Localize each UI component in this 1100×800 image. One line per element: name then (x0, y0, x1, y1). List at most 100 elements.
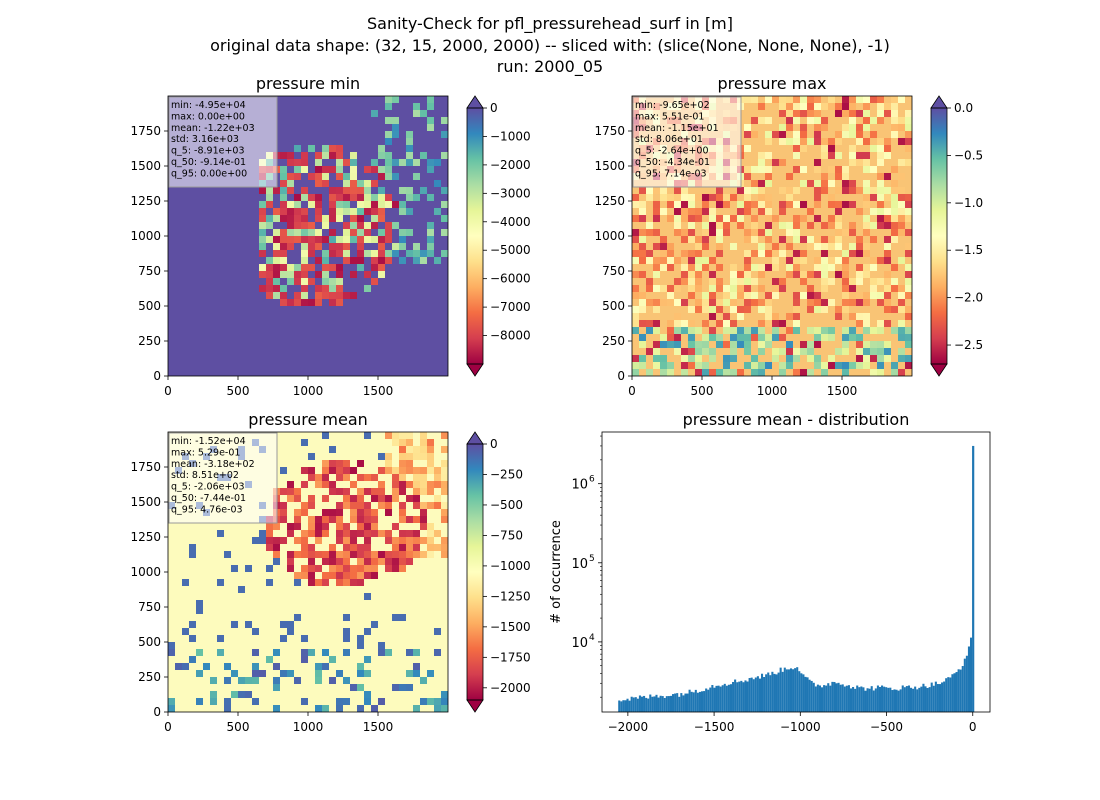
heatmap-cell (709, 222, 716, 229)
heatmap-cell (828, 257, 835, 264)
heatmap-cell (828, 362, 835, 369)
heatmap-cell (632, 327, 639, 334)
heatmap-cell (709, 306, 716, 313)
heatmap-cell (737, 271, 744, 278)
heatmap-cell (364, 474, 371, 481)
heatmap-cell (441, 516, 448, 523)
heatmap-cell (322, 166, 329, 173)
histogram-bar (837, 682, 840, 712)
heatmap-cell (350, 565, 357, 572)
heatmap-cell (210, 677, 217, 684)
heatmap-cell (793, 187, 800, 194)
y-tick-label: 750 (138, 600, 161, 614)
heatmap-cell (814, 236, 821, 243)
heatmap-cell (674, 348, 681, 355)
heatmap-cell (196, 607, 203, 614)
heatmap-cell (364, 691, 371, 698)
heatmap-cell (863, 313, 870, 320)
heatmap-cell (639, 243, 646, 250)
heatmap-cell (898, 215, 905, 222)
heatmap-cell (779, 236, 786, 243)
heatmap-cell (842, 362, 849, 369)
heatmap-cell (371, 551, 378, 558)
heatmap-cell (905, 285, 912, 292)
heatmap-cell (385, 236, 392, 243)
heatmap-cell (744, 96, 751, 103)
heatmap-cell (905, 264, 912, 271)
heatmap-cell (898, 348, 905, 355)
heatmap-cell (245, 621, 252, 628)
heatmap-cell (667, 292, 674, 299)
heatmap-cell (905, 208, 912, 215)
colorbar-extend-min (466, 363, 484, 377)
heatmap-cell (667, 201, 674, 208)
histogram-bar (831, 681, 834, 712)
heatmap-cell (378, 467, 385, 474)
heatmap-cell (702, 222, 709, 229)
heatmap-cell (758, 187, 765, 194)
heatmap-cell (737, 306, 744, 313)
histogram-bar (883, 686, 886, 712)
histogram-bar (703, 691, 706, 712)
heatmap-cell (420, 516, 427, 523)
heatmap-cell (695, 208, 702, 215)
heatmap-cell (273, 551, 280, 558)
histogram-bar (725, 685, 728, 712)
heatmap-cell (399, 229, 406, 236)
heatmap-cell (744, 201, 751, 208)
x-tick-label: −1500 (694, 720, 735, 734)
colorbar-tick-label: −1000 (490, 559, 531, 573)
heatmap-cell (849, 187, 856, 194)
stats-line: max: 5.51e-01 (635, 111, 704, 122)
heatmap-cell (385, 229, 392, 236)
heatmap-cell (420, 152, 427, 159)
heatmap-cell (336, 516, 343, 523)
heatmap-cell (653, 271, 660, 278)
heatmap-cell (674, 313, 681, 320)
heatmap-cell (751, 236, 758, 243)
heatmap-cell (315, 663, 322, 670)
heatmap-cell (427, 243, 434, 250)
y-tick-label: 0 (617, 369, 625, 383)
heatmap-cell (863, 103, 870, 110)
heatmap-cell (842, 110, 849, 117)
colorbar-tick-label: −4000 (490, 215, 531, 229)
heatmap-cell (301, 257, 308, 264)
heatmap-cell (308, 145, 315, 152)
heatmap-cell (842, 257, 849, 264)
histogram-bar (715, 685, 718, 712)
heatmap-cell (709, 229, 716, 236)
heatmap-cell (751, 362, 758, 369)
histogram-bar (907, 685, 910, 712)
heatmap-cell (441, 229, 448, 236)
heatmap-cell (406, 537, 413, 544)
heatmap-cell (378, 236, 385, 243)
heatmap-cell (653, 229, 660, 236)
heatmap-cell (884, 138, 891, 145)
heatmap-cell (884, 348, 891, 355)
heatmap-cell (751, 229, 758, 236)
heatmap-cell (751, 334, 758, 341)
heatmap-cell (863, 215, 870, 222)
heatmap-cell (821, 271, 828, 278)
histogram-bar (889, 687, 892, 712)
heatmap-cell (702, 299, 709, 306)
heatmap-cell (821, 334, 828, 341)
heatmap-cell (870, 208, 877, 215)
heatmap-cell (758, 285, 765, 292)
histogram-bar (628, 700, 631, 712)
heatmap-cell (280, 201, 287, 208)
heatmap-cell (378, 495, 385, 502)
heatmap-cell (779, 187, 786, 194)
heatmap-cell (821, 362, 828, 369)
heatmap-cell (842, 124, 849, 131)
heatmap-cell (716, 215, 723, 222)
heatmap-cell (709, 355, 716, 362)
histogram-bar (760, 673, 764, 712)
histogram-bar (684, 693, 687, 712)
x-tick-label: 0 (628, 384, 636, 398)
heatmap-cell (884, 306, 891, 313)
heatmap-cell (378, 187, 385, 194)
y-tick-label-base: 10 (571, 557, 588, 572)
heatmap-cell (259, 187, 266, 194)
